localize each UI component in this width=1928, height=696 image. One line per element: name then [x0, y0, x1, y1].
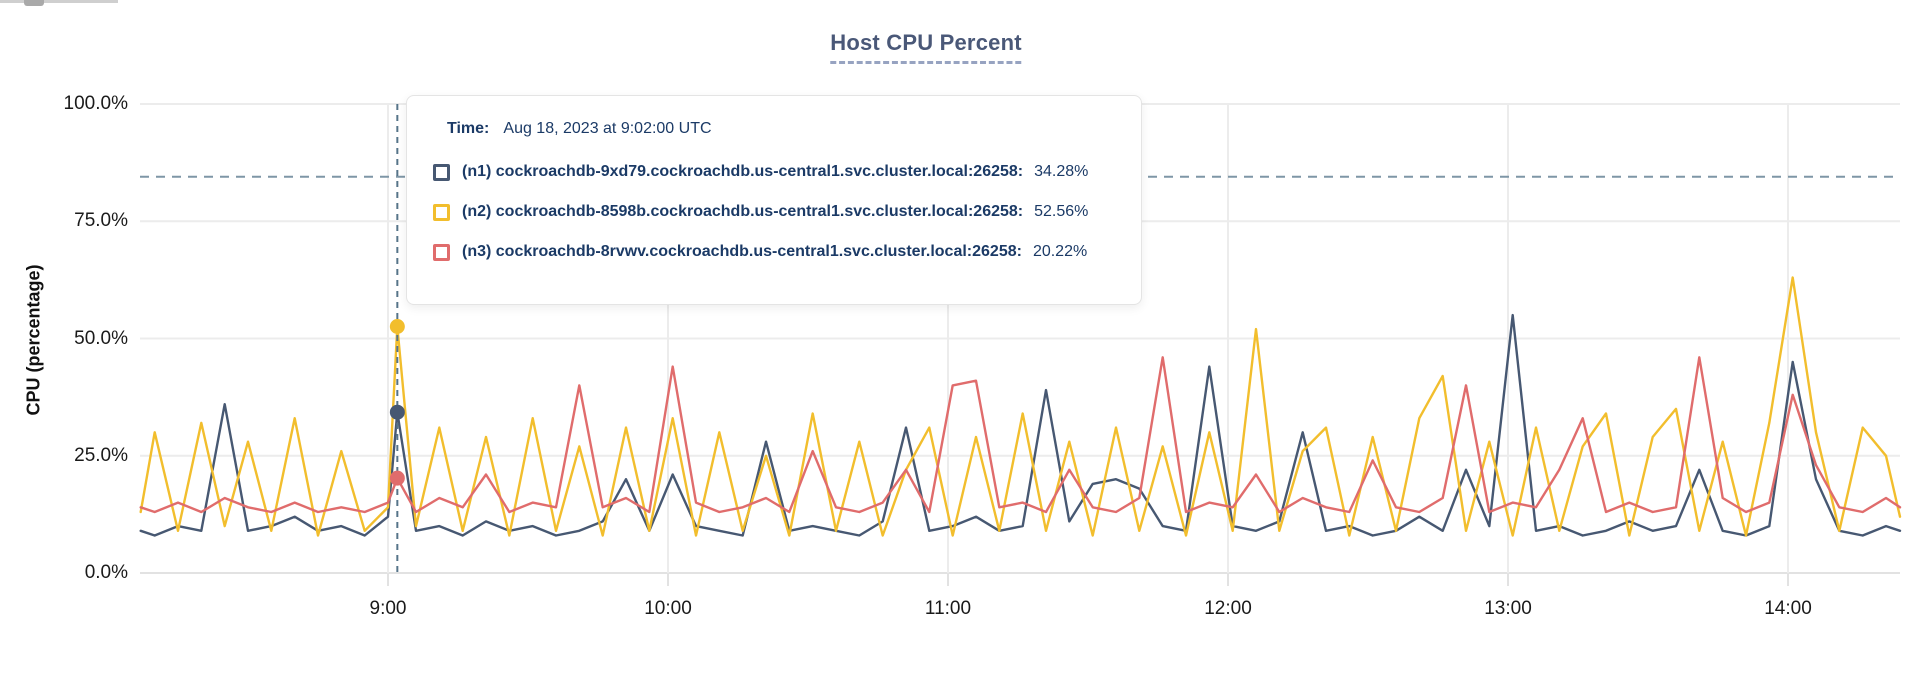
series-name: (n2) cockroachdb-8598b.cockroachdb.us-ce… — [462, 203, 1024, 220]
x-tick-label: 11:00 — [924, 598, 972, 619]
chart-title: Host CPU Percent — [830, 30, 1022, 64]
series-name: (n1) cockroachdb-9xd79.cockroachdb.us-ce… — [462, 163, 1024, 180]
series-line-n1 — [139, 313, 1902, 537]
series-value: 52.56% — [1034, 203, 1089, 220]
tooltip-time-value: Aug 18, 2023 at 9:02:00 UTC — [503, 120, 712, 137]
hover-point-n2 — [389, 318, 405, 334]
series-value: 34.28% — [1034, 163, 1089, 180]
tooltip-series-row: (n3) cockroachdb-8rvwv.cockroachdb.us-ce… — [433, 232, 1115, 272]
hover-point-n1 — [389, 404, 405, 420]
chart-title-text[interactable]: Host CPU Percent — [830, 30, 1022, 64]
tooltip-time-label: Time: — [447, 120, 490, 137]
y-tick-label: 100.0% — [63, 93, 128, 114]
y-tick-label: 25.0% — [74, 444, 128, 466]
series-name: (n3) cockroachdb-8rvwv.cockroachdb.us-ce… — [462, 243, 1022, 260]
x-tick-label: 9:00 — [369, 598, 407, 619]
series-line-n3 — [139, 356, 1902, 514]
y-tick-label: 0.0% — [84, 562, 128, 583]
y-tick-label: 75.0% — [74, 210, 128, 232]
series-color-swatch-n3-icon — [433, 243, 450, 261]
y-tick-label: 50.0% — [74, 327, 128, 349]
x-tick-label: 12:00 — [1204, 598, 1252, 619]
hover-tooltip: Time: Aug 18, 2023 at 9:02:00 UTC (n1) co… — [406, 95, 1142, 305]
tooltip-series-row: (n2) cockroachdb-8598b.cockroachdb.us-ce… — [433, 192, 1115, 232]
series-value: 20.22% — [1032, 243, 1088, 260]
tooltip-series-row: (n1) cockroachdb-9xd79.cockroachdb.us-ce… — [433, 152, 1115, 192]
series-line-n2 — [139, 276, 1902, 537]
x-tick-label: 10:00 — [644, 598, 692, 619]
series-color-swatch-n2-icon — [433, 203, 450, 221]
hover-point-n3 — [389, 470, 405, 486]
x-tick-label: 13:00 — [1484, 598, 1532, 619]
window-edge-artifact — [0, 0, 118, 6]
tooltip-time-row: Time: Aug 18, 2023 at 9:02:00 UTC — [433, 120, 1115, 138]
x-tick-label: 14:00 — [1764, 598, 1812, 619]
series-color-swatch-n1-icon — [433, 163, 450, 181]
